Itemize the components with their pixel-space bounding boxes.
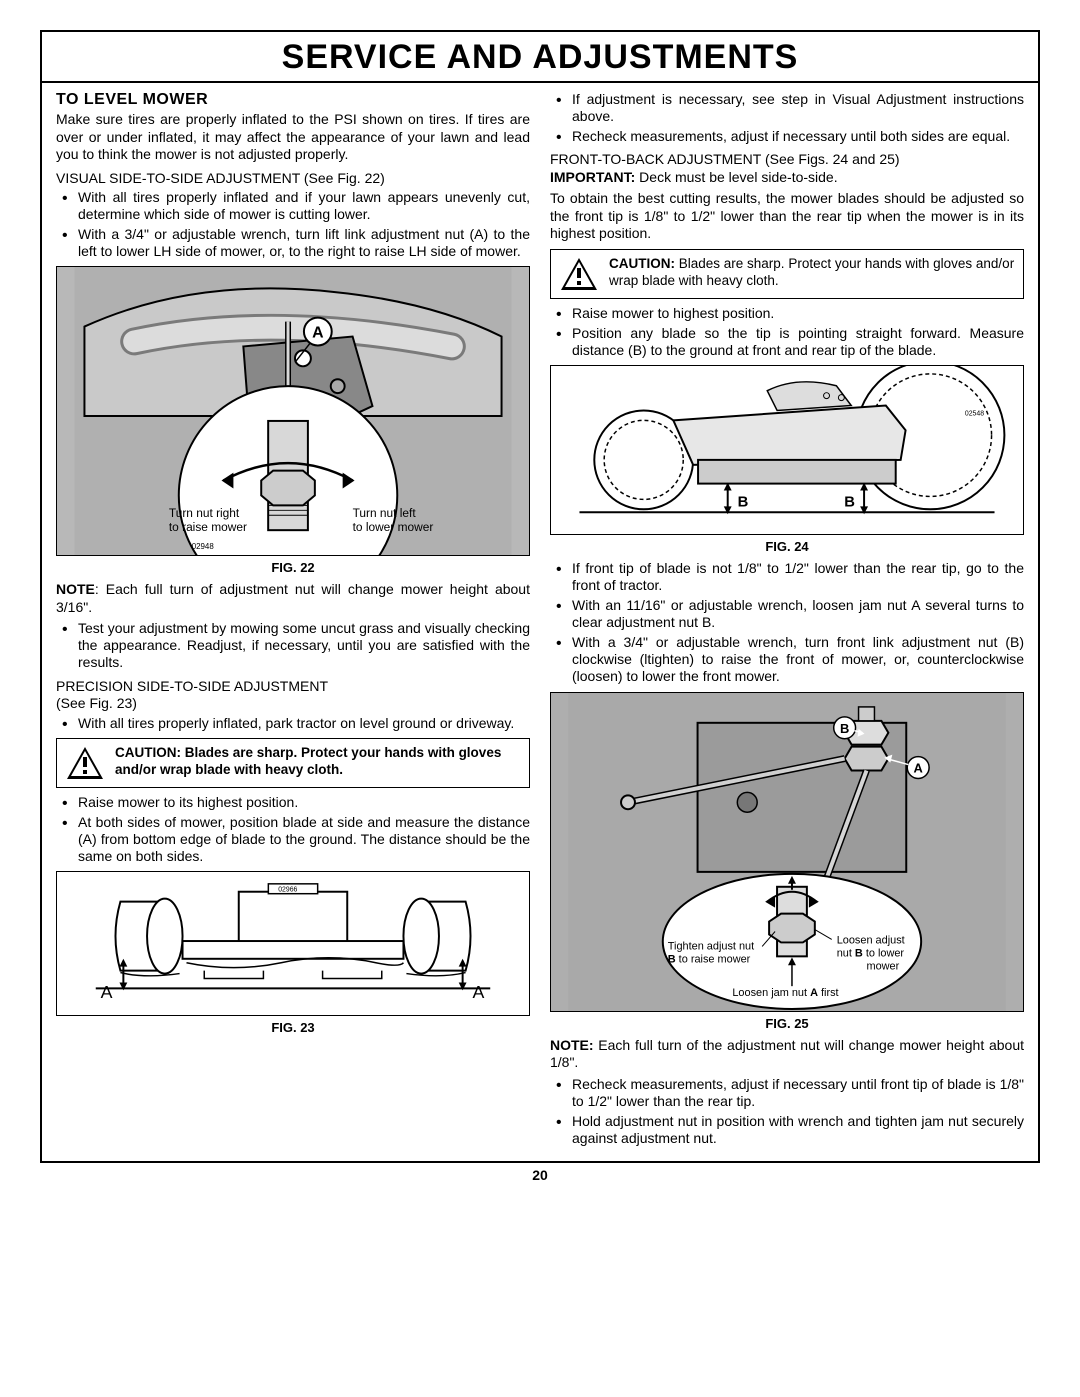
figure-23: 02966 <box>56 871 530 1016</box>
precision-see: (See Fig. 23) <box>56 695 530 713</box>
fig22-turn-right-2: to raise mower <box>169 520 247 534</box>
svg-text:nut B to lower: nut B to lower <box>837 947 905 959</box>
svg-text:Loosen adjust: Loosen adjust <box>837 934 905 946</box>
important-line: IMPORTANT: Deck must be level side-to-si… <box>550 169 1024 187</box>
list-item: Position any blade so the tip is pointin… <box>550 325 1024 359</box>
list-item: If front tip of blade is not 1/8" to 1/2… <box>550 560 1024 594</box>
page-title: SERVICE AND ADJUSTMENTS <box>42 38 1038 77</box>
figure-24: B B 02548 <box>550 365 1024 535</box>
fig23-caption: FIG. 23 <box>56 1020 530 1035</box>
fig24-b-2: B <box>844 494 855 510</box>
list-item: With a 3/4" or adjustable wrench, turn f… <box>550 634 1024 685</box>
fig25-caption: FIG. 25 <box>550 1016 1024 1031</box>
list-item: Raise mower to highest position. <box>550 305 1024 322</box>
warning-icon <box>65 745 105 781</box>
note-2: NOTE: Each full turn of the adjustment n… <box>550 1037 1024 1072</box>
final-list: Recheck measurements, adjust if necessar… <box>550 1076 1024 1147</box>
caution-box-2: CAUTION: Blades are sharp. Protect your … <box>550 249 1024 299</box>
fig24-svg: B B 02548 <box>551 366 1023 534</box>
list-item: Hold adjustment nut in position with wre… <box>550 1113 1024 1147</box>
list-item: With all tires properly inflated and if … <box>56 189 530 223</box>
list-item: Raise mower to its highest position. <box>56 794 530 811</box>
caution-box-1: CAUTION: Blades are sharp. Protect your … <box>56 738 530 788</box>
fig22-label-a: A <box>312 325 324 342</box>
fig22-turn-left-1: Turn nut left <box>353 507 417 521</box>
list-item: With an 11/16" or adjustable wrench, loo… <box>550 597 1024 631</box>
visual-list: With all tires properly inflated and if … <box>56 189 530 260</box>
fig25-svg: B A <box>551 693 1023 1011</box>
ftb-subhead: FRONT-TO-BACK ADJUSTMENT (See Figs. 24 a… <box>550 151 1024 169</box>
list-item: If adjustment is necessary, see step in … <box>550 91 1024 125</box>
columns: To Level Mower Make sure tires are prope… <box>42 83 1038 1161</box>
section-heading: To Level Mower <box>56 91 530 109</box>
warning-icon <box>559 256 599 292</box>
list-item: Test your adjustment by mowing some uncu… <box>56 620 530 671</box>
svg-text:Loosen jam nut A first: Loosen jam nut A first <box>732 987 838 999</box>
fig23-a-right: A <box>472 982 484 1002</box>
test-list: Test your adjustment by mowing some uncu… <box>56 620 530 671</box>
figure-25: B A <box>550 692 1024 1012</box>
fig22-turn-left-2: to lower mower <box>353 520 434 534</box>
precision-subhead: PRECISION SIDE-TO-SIDE ADJUSTMENT <box>56 678 530 696</box>
right-column: If adjustment is necessary, see step in … <box>540 83 1038 1161</box>
ftb-intro: To obtain the best cutting results, the … <box>550 190 1024 243</box>
fig22-partnum: 02948 <box>192 542 215 551</box>
caution-text-2: CAUTION: Blades are sharp. Protect your … <box>609 256 1015 290</box>
top-list: If adjustment is necessary, see step in … <box>550 91 1024 145</box>
fig24-caption: FIG. 24 <box>550 539 1024 554</box>
list-item: At both sides of mower, position blade a… <box>56 814 530 865</box>
title-bar: SERVICE AND ADJUSTMENTS <box>42 32 1038 83</box>
caution-text-1: CAUTION: Blades are sharp. Protect your … <box>115 745 521 779</box>
note-1: NOTE: Each full turn of adjustment nut w… <box>56 581 530 616</box>
svg-text:A: A <box>914 760 923 775</box>
list-item: With a 3/4" or adjustable wrench, turn l… <box>56 226 530 260</box>
precision-list-2: Raise mower to its highest position. At … <box>56 794 530 865</box>
fig23-partnum: 02966 <box>278 887 297 894</box>
intro-text: Make sure tires are properly inflated to… <box>56 111 530 164</box>
svg-text:B to raise mower: B to raise mower <box>668 953 751 965</box>
precision-list-1: With all tires properly inflated, park t… <box>56 715 530 732</box>
page-number: 20 <box>40 1167 1040 1183</box>
svg-text:Tighten adjust nut: Tighten adjust nut <box>668 940 754 952</box>
manual-page: SERVICE AND ADJUSTMENTS To Level Mower M… <box>40 30 1040 1163</box>
figure-22: A <box>56 266 530 556</box>
fig22-caption: FIG. 22 <box>56 560 530 575</box>
fig22-svg: A <box>57 267 529 555</box>
list-item: With all tires properly inflated, park t… <box>56 715 530 732</box>
fig24-partnum: 02548 <box>965 410 984 417</box>
fig23-svg: 02966 <box>57 872 529 1015</box>
list-item: Recheck measurements, adjust if necessar… <box>550 1076 1024 1110</box>
svg-text:mower: mower <box>867 960 900 972</box>
left-column: To Level Mower Make sure tires are prope… <box>42 83 540 1161</box>
list-item: Recheck measurements, adjust if necessar… <box>550 128 1024 145</box>
fig22-turn-right-1: Turn nut right <box>169 507 240 521</box>
svg-text:B: B <box>840 720 849 735</box>
fig24-b-1: B <box>738 494 749 510</box>
ftb-list-2: If front tip of blade is not 1/8" to 1/2… <box>550 560 1024 686</box>
fig23-a-left: A <box>101 982 113 1002</box>
visual-subhead: VISUAL SIDE-TO-SIDE ADJUSTMENT (See Fig.… <box>56 170 530 188</box>
ftb-list-1: Raise mower to highest position. Positio… <box>550 305 1024 359</box>
